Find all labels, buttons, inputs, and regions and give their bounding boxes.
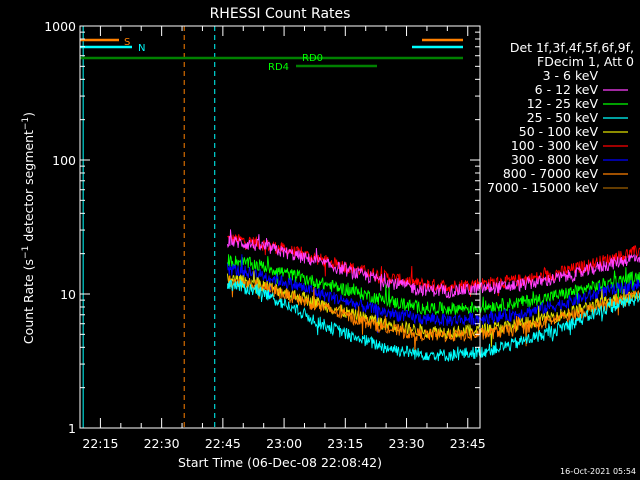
svg-text:Count Rate (s−1 detector segme: Count Rate (s−1 detector segment−1): [21, 112, 36, 344]
flag-label-s: S: [124, 37, 130, 48]
legend-label: 3 - 6 keV: [543, 68, 599, 83]
axes: 1 10 100 1000 22:15 22:30 22:45 23:00 23:15 23:30…: [44, 19, 486, 451]
series-line-800-7000-kev: [226, 275, 640, 352]
legend-label: 25 - 50 keV: [527, 110, 599, 125]
legend-label: 7000 - 15000 keV: [487, 180, 598, 195]
legend-label: 12 - 25 keV: [527, 96, 599, 111]
x-tick-label: 22:45: [205, 436, 241, 451]
legend-label: 6 - 12 keV: [535, 82, 599, 97]
legend-label: 800 - 7000 keV: [503, 166, 599, 181]
flag-label-rd4: RD4: [268, 62, 289, 73]
x-tick-label: 23:15: [327, 436, 363, 451]
series-line-50-100-kev: [226, 270, 640, 347]
plot-timestamp: 16-Oct-2021 05:54: [560, 467, 636, 476]
series-line-300-800-kev: [226, 254, 640, 334]
legend-header-detectors: Det 1f,3f,4f,5f,6f,9f,: [510, 40, 634, 55]
y-axis-label-exponent-2: −1: [21, 117, 31, 130]
y-axis-label-middle: detector segment: [21, 130, 36, 246]
legend-label: 100 - 300 keV: [511, 138, 599, 153]
x-tick-label: 23:45: [450, 436, 486, 451]
x-tick-label: 22:15: [82, 436, 118, 451]
y-tick-label: 10: [60, 287, 76, 302]
x-axis-label: Start Time (06-Dec-08 22:08:42): [178, 455, 382, 470]
y-tick-label: 100: [52, 153, 76, 168]
y-axis-label-exponent-1: −1: [21, 246, 31, 259]
series-line-25-50-kev: [226, 278, 640, 362]
flag-label-rd0: RD0: [302, 53, 323, 64]
y-axis-label-main: Count Rate (s: [21, 259, 36, 344]
y-axis-label: Count Rate (s−1 detector segment−1): [21, 112, 36, 344]
series-line-6-12-kev: [226, 229, 640, 299]
legend: Det 1f,3f,4f,5f,6f,9f, FDecim 1, Att 0 3…: [487, 40, 634, 195]
plot-area: SN RD0 RD4: [80, 26, 640, 428]
x-tick-label: 22:30: [144, 436, 180, 451]
legend-label: 300 - 800 keV: [511, 152, 599, 167]
flag-label-n: N: [138, 43, 145, 54]
x-tick-label: 23:30: [389, 436, 425, 451]
chart-title: RHESSI Count Rates: [210, 6, 351, 22]
x-tick-label: 23:00: [266, 436, 302, 451]
plot-frame: [79, 25, 481, 429]
legend-label: 50 - 100 keV: [519, 124, 599, 139]
legend-header-decimation: FDecim 1, Att 0: [537, 54, 634, 69]
y-tick-label: 1: [68, 421, 76, 436]
y-tick-label: 1000: [44, 19, 76, 34]
y-axis-label-end: ): [21, 112, 36, 117]
